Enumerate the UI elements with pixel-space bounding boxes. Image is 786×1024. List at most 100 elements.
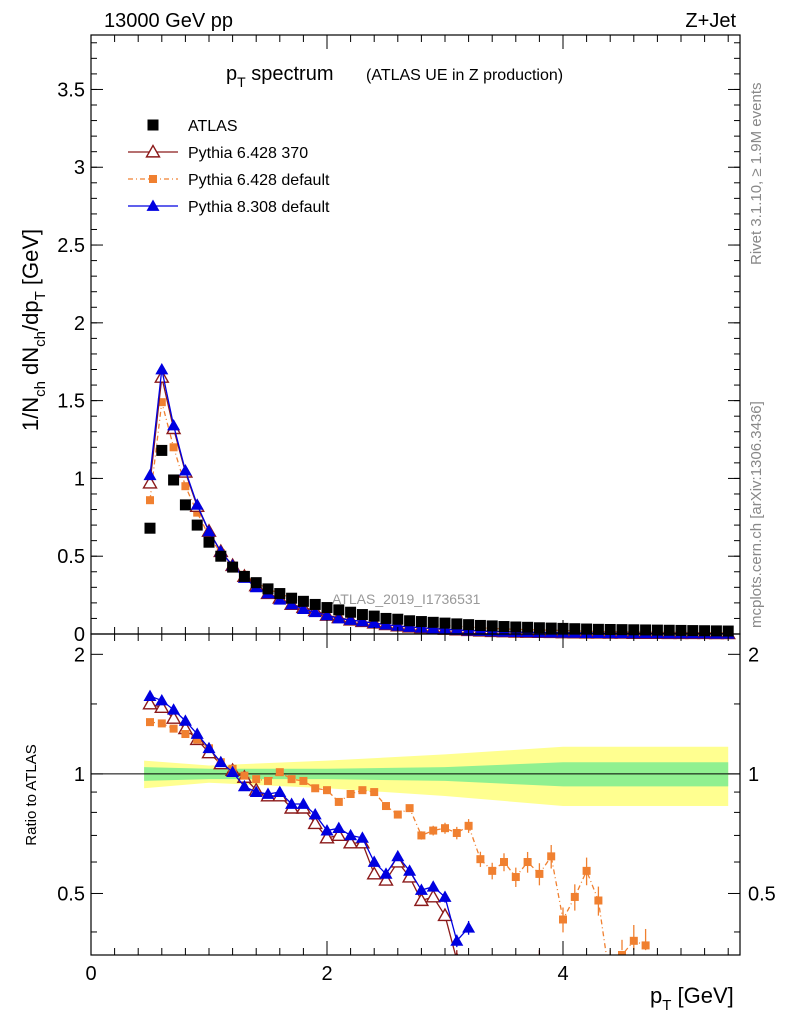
- pythia-6-428-370-ratio-point: [154, 699, 170, 714]
- mcplots-label: mcplots.cern.ch [arXiv:1306.3436]: [748, 401, 765, 628]
- pythia-6-428-370-ratio-point: [366, 866, 382, 880]
- legend-marker-pythia-8-308-default: [146, 199, 160, 211]
- pythia-6-428-default-ratio-point: [146, 718, 154, 727]
- atlas-point: [616, 624, 628, 636]
- pythia-8-308-default-point: [178, 464, 192, 476]
- pythia-8-308-default-point: [143, 468, 157, 481]
- pythia-8-308-default-ratio-point: [273, 785, 287, 797]
- pythia-6-428-370-ratio-point: [142, 696, 158, 710]
- pythia-6-428-370-ratio-point: [319, 829, 335, 844]
- atlas-point: [474, 619, 486, 631]
- main-ytick-label: 1.5: [57, 391, 85, 413]
- pythia-6-428-370-ratio-point: [307, 815, 323, 830]
- pythia-8-308-default-ratio-line: [149, 695, 470, 943]
- pythia-6-428-default-ratio-point: [193, 735, 202, 744]
- pythia-8-308-default-ratio-point: [237, 779, 251, 792]
- pythia-6-428-default-ratio-point: [511, 873, 520, 882]
- main-ytick-label: 2.5: [57, 235, 85, 257]
- atlas-point: [510, 621, 522, 633]
- pythia-8-308-default-ratio-point: [178, 714, 192, 726]
- atlas-point: [451, 618, 463, 630]
- pythia-6-428-default-ratio-point: [323, 786, 331, 795]
- pythia-6-428-370-ratio-point: [425, 889, 441, 903]
- pythia-8-308-default-ratio-point: [462, 921, 476, 933]
- legend-marker-atlas: [147, 119, 159, 131]
- pythia-6-428-370-ratio-point: [378, 872, 394, 886]
- pythia-6-428-370-ratio-point: [437, 907, 453, 922]
- pythia-6-428-default-ratio-point: [500, 858, 508, 867]
- atlas-point: [203, 536, 215, 548]
- pythia-8-308-default-point: [367, 616, 381, 628]
- atlas-point: [486, 620, 498, 632]
- pythia-6-428-default-ratio-point: [405, 804, 414, 813]
- pythia-8-308-default-ratio-point: [414, 883, 428, 895]
- pythia-6-428-default-point: [193, 508, 202, 517]
- pythia-8-308-default-point: [332, 611, 346, 624]
- atlas-point: [321, 602, 333, 614]
- pythia-6-428-370-ratio-point: [413, 892, 430, 907]
- atlas-point: [286, 592, 298, 604]
- pythia-6-428-default-ratio-point: [275, 768, 284, 777]
- atlas-point: [415, 616, 427, 628]
- pythia-8-308-default-ratio-point: [355, 831, 369, 843]
- atlas-point: [333, 604, 345, 616]
- atlas-point: [262, 583, 274, 595]
- ratio-panel: [91, 689, 740, 970]
- main-ytick-label: 1: [74, 468, 85, 490]
- pythia-8-308-default-ratio-point: [332, 821, 346, 834]
- xtick-label: 0: [85, 963, 96, 985]
- atlas-point: [439, 617, 451, 629]
- pythia-6-428-default-ratio-point: [535, 869, 544, 878]
- pythia-6-428-default-ratio-point: [157, 719, 166, 728]
- pythia-8-308-default-ratio-point: [261, 787, 275, 799]
- pythia-8-308-default-ratio-point: [450, 934, 464, 946]
- pythia-8-308-default-point: [344, 613, 358, 625]
- atlas-point: [710, 625, 722, 637]
- atlas-point: [250, 577, 262, 589]
- pythia-6-428-370-point: [154, 369, 170, 383]
- pythia-6-428-default-ratio-point: [252, 775, 261, 784]
- pythia-6-428-370-ratio-point: [533, 959, 546, 970]
- analysis-tag: ATLAS_2019_I1736531: [332, 591, 481, 607]
- atlas-point: [687, 625, 699, 637]
- legend-label-pythia-6-428-default: Pythia 6.428 default: [188, 172, 330, 189]
- pythia-6-428-default-ratio-point: [358, 786, 367, 795]
- pythia-6-428-default-ratio-point: [594, 896, 603, 905]
- atlas-point: [215, 550, 227, 562]
- ratio-frame: [90, 633, 741, 956]
- pythia-6-428-default-ratio-point: [169, 724, 178, 733]
- xtick-label: 4: [557, 963, 568, 985]
- main-ytick-label: 0: [74, 624, 85, 646]
- pythia-8-308-default-ratio-point: [438, 890, 452, 902]
- plot-title: pT spectrum: [226, 63, 334, 90]
- atlas-point: [498, 621, 510, 633]
- pythia-6-428-default-ratio-point: [334, 797, 343, 806]
- pythia-6-428-default-ratio-point: [370, 788, 379, 797]
- pythia-6-428-370-ratio-point: [331, 827, 347, 841]
- legend-marker-pythia-6-428-default: [149, 175, 157, 183]
- pythia-6-428-default-ratio-point: [559, 915, 567, 924]
- pythia-8-308-default-ratio-point: [167, 703, 181, 715]
- pythia-6-428-default-ratio-point: [582, 866, 591, 875]
- pythia-6-428-default-ratio-point: [570, 892, 579, 901]
- pythia-6-428-default-ratio-point: [547, 852, 556, 861]
- pythia-6-428-default-ratio-point: [452, 828, 461, 837]
- pythia-8-308-default-ratio-point: [226, 765, 240, 778]
- legend: ATLAS Pythia 6.428 370 Pythia 6.428 defaul…: [128, 118, 330, 216]
- legend-marker-pythia-6-428-370: [145, 144, 161, 158]
- pythia-6-428-default-ratio-point: [488, 866, 497, 875]
- atlas-point: [380, 612, 392, 624]
- pythia-8-308-default-point: [296, 602, 310, 614]
- atlas-point: [663, 624, 675, 636]
- pythia-6-428-default-ratio-point: [287, 775, 296, 784]
- atlas-point: [238, 570, 250, 582]
- ratio-ytick-label-right: 2: [748, 644, 759, 666]
- pythia-6-428-default-ratio-point: [311, 784, 320, 793]
- pythia-6-428-default-ratio-point: [618, 951, 626, 955]
- atlas-point: [463, 619, 475, 631]
- pythia-6-428-default-ratio-point: [476, 855, 485, 864]
- atlas-point: [522, 621, 534, 633]
- atlas-point: [156, 444, 168, 456]
- pythia-8-308-default-point: [308, 605, 322, 618]
